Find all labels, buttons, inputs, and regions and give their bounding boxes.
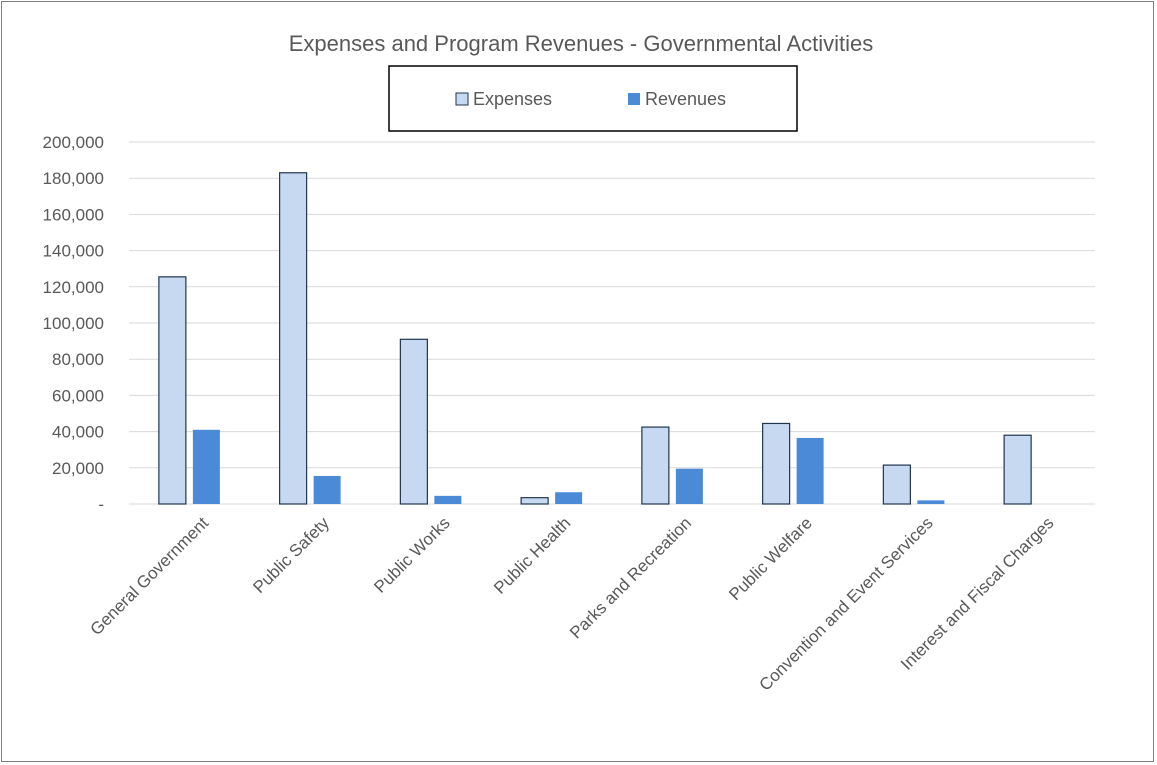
y-tick-label: 140,000 [43, 242, 104, 261]
y-tick-label: 200,000 [43, 133, 104, 152]
bar-expenses [1003, 434, 1032, 505]
legend-box [388, 65, 798, 132]
y-axis-ticks: - 20,000 40,000 60,000 80,000 100,000 120,000 1… [43, 133, 104, 514]
bars [158, 172, 1032, 505]
bar-revenues [917, 500, 945, 504]
gridlines [129, 141, 1095, 505]
y-tick-label: 120,000 [43, 278, 104, 297]
y-tick-label: 80,000 [52, 350, 104, 369]
x-category-label: Public Health [490, 513, 574, 597]
bar-revenues [675, 468, 703, 504]
bar-expenses [279, 172, 308, 505]
bar-revenues [313, 475, 341, 504]
legend-label-revenues: Revenues [645, 89, 726, 109]
chart-title: Expenses and Program Revenues - Governme… [289, 31, 874, 56]
bar-revenues [796, 437, 824, 504]
legend: Expenses Revenues [388, 65, 798, 132]
legend-label-expenses: Expenses [473, 89, 552, 109]
y-tick-label: 20,000 [52, 459, 104, 478]
x-category-label: Public Welfare [725, 513, 816, 604]
bar-expenses [641, 426, 670, 505]
y-tick-label: - [98, 495, 104, 514]
x-category-label: General Government [87, 513, 213, 639]
bar-revenues [434, 495, 462, 504]
bar-revenues [192, 429, 220, 504]
legend-swatch-revenues [628, 93, 640, 105]
x-axis-categories: General Government Public Safety Public Wo… [87, 513, 1058, 695]
bar-expenses [882, 464, 911, 505]
y-tick-label: 180,000 [43, 169, 104, 188]
x-category-label: Public Works [370, 513, 453, 596]
x-category-label: Parks and Recreation [566, 513, 695, 642]
x-category-label: Public Safety [249, 513, 333, 597]
y-tick-label: 40,000 [52, 423, 104, 442]
bar-expenses [158, 276, 187, 505]
bar-revenues [555, 492, 583, 504]
y-tick-label: 160,000 [43, 205, 104, 224]
y-tick-label: 60,000 [52, 386, 104, 405]
legend-swatch-expenses [455, 92, 469, 106]
bar-expenses [520, 497, 549, 505]
bar-expenses [399, 338, 428, 505]
y-tick-label: 100,000 [43, 314, 104, 333]
bar-expenses [762, 422, 791, 505]
